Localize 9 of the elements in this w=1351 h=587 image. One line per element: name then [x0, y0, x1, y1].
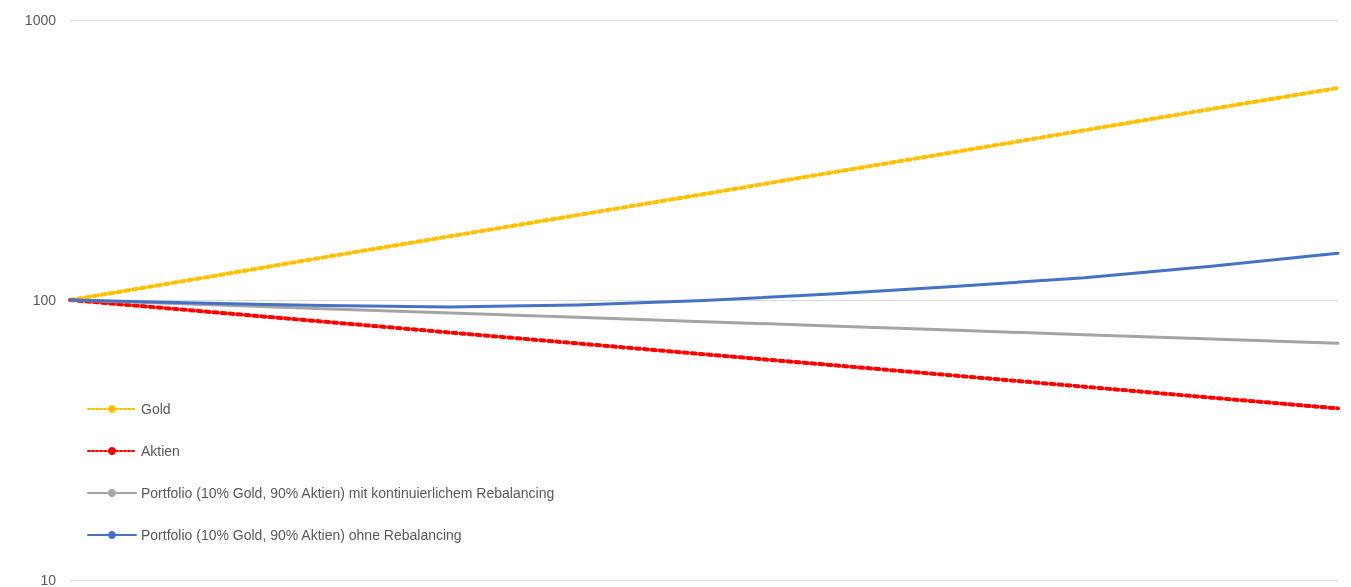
legend-label: Gold [141, 401, 171, 417]
line-series [68, 251, 1340, 309]
line-series [68, 85, 1340, 302]
y-tick-label: 100 [32, 292, 57, 308]
y-tick-label: 10 [40, 572, 57, 587]
legend-label: Portfolio (10% Gold, 90% Aktien) mit kontinuierlichem Rebalancing [141, 485, 555, 501]
legend-label: Portfolio (10% Gold, 90% Aktien) ohne Rebalancing [141, 527, 462, 543]
legend-label: Aktien [141, 443, 180, 459]
y-tick-label: 1000 [24, 12, 57, 28]
